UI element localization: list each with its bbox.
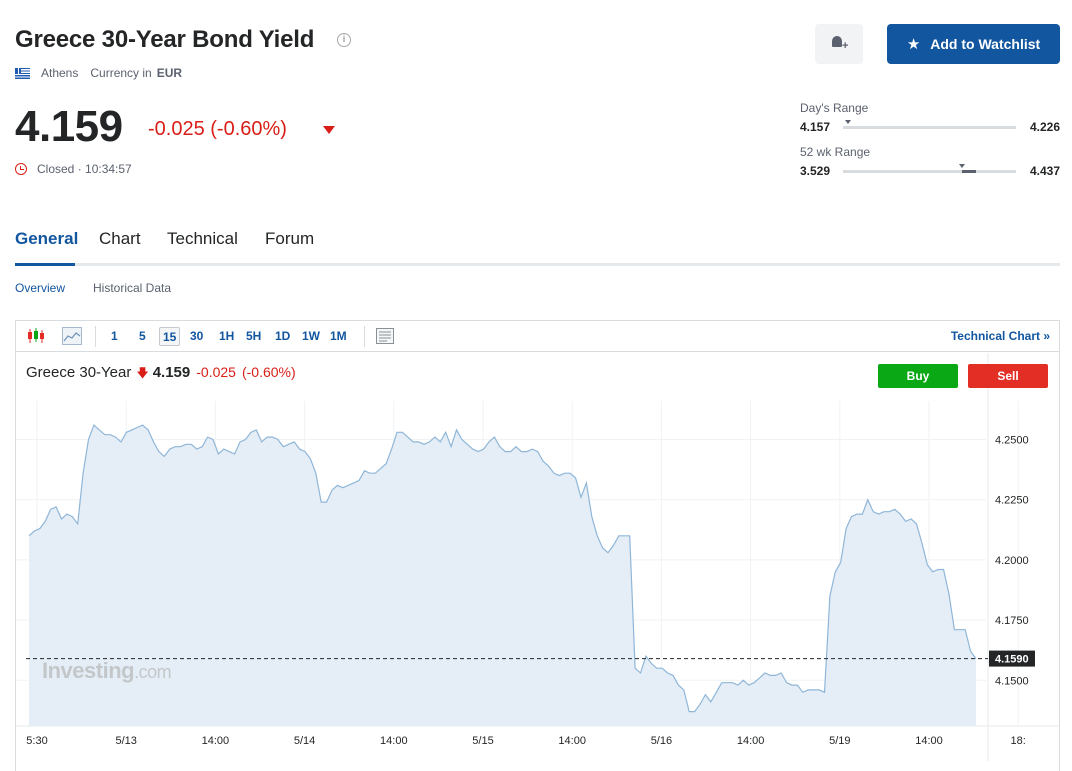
last-value-badge — [989, 650, 1035, 667]
52wk-range: 52 wk Range 3.529 4.437 — [800, 145, 1060, 181]
subtab-overview[interactable]: Overview — [15, 281, 66, 295]
toolbar-separator — [364, 326, 365, 347]
timeframe-1h[interactable]: 1H — [219, 329, 235, 343]
chart-legend: Greece 30-Year 🡇 4.159 -0.025 (-0.60%) — [26, 364, 296, 385]
bell-icon — [832, 36, 842, 47]
instrument-meta: Athens Currency in EUR — [15, 66, 182, 80]
days-range-marker — [845, 120, 852, 124]
down-arrow-icon — [323, 126, 335, 134]
main-tabs: General Chart Technical Forum — [15, 226, 1060, 266]
legend-change: -0.025 — [196, 364, 236, 380]
star-icon: ★ — [906, 36, 921, 53]
x-tick-label: 5/13 — [115, 735, 136, 747]
days-range-label: Day's Range — [800, 101, 869, 115]
y-axis: 4.1500 4.1750 4.2000 4.2250 4.2500 — [995, 435, 1029, 688]
last-price: 4.159 — [15, 102, 123, 151]
timeframe-1[interactable]: 1 — [111, 329, 118, 343]
technical-chart-link[interactable]: Technical Chart » — [950, 329, 1050, 343]
tab-forum[interactable]: Forum — [265, 229, 315, 248]
x-tick-label: 14:00 — [915, 735, 943, 747]
x-tick-label: 14:00 — [202, 735, 230, 747]
timeframe-5[interactable]: 5 — [139, 329, 146, 343]
x-tick-label: 5/16 — [651, 735, 672, 747]
exchange-location: Athens — [41, 66, 79, 80]
legend-value: 4.159 — [152, 364, 191, 381]
chart-settings-icon[interactable] — [375, 327, 395, 345]
days-range-high: 4.226 — [1029, 120, 1060, 134]
info-icon[interactable]: i — [337, 33, 351, 47]
add-to-watchlist-label: Add to Watchlist — [930, 36, 1041, 52]
legend-down-arrow-icon: 🡇 — [136, 366, 149, 380]
x-tick-label: 5:30 — [26, 735, 47, 747]
y-tick-label: 4.1750 — [995, 615, 1029, 627]
buy-button[interactable]: Buy — [878, 364, 958, 388]
chart-toolbar: 1 5 15 30 1H 5H 1D 1W 1M Technical Chart… — [16, 321, 1059, 352]
timeframe-30[interactable]: 30 — [190, 329, 204, 343]
last-value-label: 4.1590 — [995, 654, 1029, 666]
52wk-range-marker — [959, 164, 966, 168]
page-title: Greece 30-Year Bond Yield — [15, 26, 315, 53]
x-tick-label: 5/15 — [472, 735, 493, 747]
price-chart[interactable]: 4.1500 4.1750 4.2000 4.2250 4.2500 5:30 5/13 1… — [16, 321, 1059, 761]
days-range-bar — [843, 120, 1016, 129]
toolbar-separator — [95, 326, 96, 347]
52wk-range-fill — [962, 170, 977, 173]
area-chart-icon[interactable] — [62, 327, 82, 345]
watermark-brand: Investing — [42, 658, 135, 683]
days-range-low: 4.157 — [800, 120, 831, 134]
create-alert-button[interactable]: + — [815, 24, 863, 64]
series-line — [28, 424, 977, 713]
y-tick-label: 4.2000 — [995, 555, 1029, 567]
investing-watermark: Investing.com — [42, 658, 172, 684]
watermark-suffix: .com — [134, 662, 172, 682]
timeframe-5h[interactable]: 5H — [246, 329, 262, 343]
tab-chart[interactable]: Chart — [99, 229, 141, 248]
y-tick-label: 4.2250 — [995, 495, 1029, 507]
tab-general[interactable]: General — [15, 229, 79, 248]
tab-technical[interactable]: Technical — [167, 229, 238, 248]
active-tab-indicator — [15, 263, 75, 266]
x-tick-label: 5/19 — [829, 735, 850, 747]
market-status: Closed · 10:34:57 — [15, 162, 132, 176]
x-tick-label: 5/14 — [294, 735, 315, 747]
52wk-range-high: 4.437 — [1029, 164, 1060, 178]
x-axis: 5:30 5/13 14:00 5/14 14:00 5/15 14:00 5/16 14:00… — [26, 735, 1026, 747]
add-to-watchlist-button[interactable]: ★ Add to Watchlist — [887, 24, 1060, 64]
plus-icon: + — [842, 40, 849, 52]
timeframe-1d[interactable]: 1D — [275, 329, 291, 343]
currency-label: Currency in — [90, 66, 152, 80]
last-value-label-group: 4.1590 — [989, 650, 1035, 667]
timeframe-1w[interactable]: 1W — [302, 329, 320, 343]
subtab-historical-data[interactable]: Historical Data — [93, 281, 172, 295]
x-tick-label: 14:00 — [558, 735, 586, 747]
price-change: -0.025 (-0.60%) — [148, 118, 287, 140]
greece-flag-icon — [15, 67, 30, 79]
timeframe-15[interactable]: 15 — [159, 327, 181, 346]
y-tick-label: 4.1500 — [995, 675, 1029, 687]
chart-panel: 1 5 15 30 1H 5H 1D 1W 1M Technical Chart… — [15, 320, 1060, 771]
x-tick-label: 14:00 — [737, 735, 765, 747]
candlestick-icon[interactable] — [26, 327, 46, 345]
legend-change-pct: (-0.60%) — [241, 364, 296, 380]
days-range: Day's Range 4.157 4.226 — [800, 101, 1060, 137]
52wk-range-bar — [843, 164, 1016, 173]
timeframe-1m[interactable]: 1M — [330, 329, 347, 343]
52wk-range-label: 52 wk Range — [800, 145, 871, 159]
x-tick-label: 14:00 — [380, 735, 408, 747]
legend-instrument: Greece 30-Year — [26, 364, 132, 381]
x-tick-label: 18: — [1011, 735, 1026, 747]
sell-button[interactable]: Sell — [968, 364, 1048, 388]
currency-value: EUR — [156, 66, 183, 80]
market-status-text: Closed · 10:34:57 — [37, 162, 132, 176]
clock-icon — [15, 163, 27, 175]
52wk-range-low: 3.529 — [800, 164, 831, 178]
y-tick-label: 4.2500 — [995, 435, 1029, 447]
series-area — [29, 425, 976, 726]
